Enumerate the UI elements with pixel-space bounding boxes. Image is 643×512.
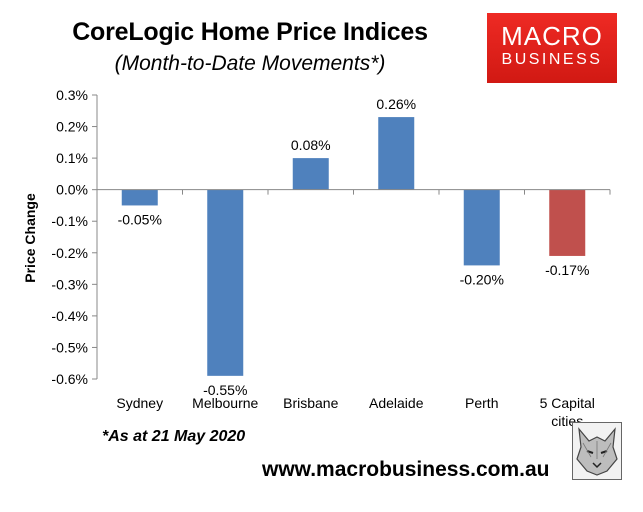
data-label: -0.17%: [545, 262, 589, 278]
y-tick-label: -0.5%: [51, 339, 88, 355]
bar-melbourne: [207, 189, 244, 376]
chart-title: CoreLogic Home Price Indices: [72, 18, 428, 46]
bar-chart: 0.3% 0.2% 0.1% 0.0% -0.1% -0.2% -0.3% -0.4% -0.5…: [22, 87, 611, 429]
wolf-mascot-icon: [572, 422, 622, 480]
bar-adelaide: [378, 117, 415, 190]
macrobusiness-logo: MACRO BUSINESS: [487, 13, 617, 83]
category-label: Brisbane: [283, 395, 338, 411]
category-labels: Sydney Melbourne Brisbane Adelaide Perth 5 Ca…: [116, 395, 594, 429]
data-label: -0.55%: [203, 382, 247, 398]
y-tick-label: -0.1%: [51, 213, 88, 229]
y-tick-label: 0.1%: [56, 150, 88, 166]
y-axis-ticks: 0.3% 0.2% 0.1% 0.0% -0.1% -0.2% -0.3% -0.4% -0.5…: [51, 87, 611, 387]
category-label: Adelaide: [369, 395, 424, 411]
logo-line-2: BUSINESS: [501, 51, 603, 68]
bars: [121, 117, 586, 376]
chart-subtitle: (Month-to-Date Movements*): [114, 52, 386, 75]
category-label: Melbourne: [192, 395, 258, 411]
y-tick-label: 0.0%: [56, 182, 88, 198]
data-label: -0.05%: [118, 211, 162, 227]
y-tick-label: -0.6%: [51, 371, 88, 387]
data-labels: -0.05% -0.55% 0.08% 0.26% -0.20% -0.17%: [118, 96, 590, 398]
y-tick-label: -0.3%: [51, 276, 88, 292]
data-label: -0.20%: [460, 271, 504, 287]
bar-perth: [463, 189, 500, 266]
data-label: 0.08%: [291, 137, 331, 153]
category-label: Sydney: [116, 395, 163, 411]
y-axis-title: Price Change: [22, 193, 38, 283]
bar-sydney: [121, 189, 158, 206]
footnote: *As at 21 May 2020: [102, 428, 246, 445]
logo-line-1: MACRO: [501, 21, 603, 51]
bar-5-capital-cities: [549, 189, 586, 256]
y-tick-label: -0.4%: [51, 308, 88, 324]
y-tick-label: 0.3%: [56, 87, 88, 103]
bar-brisbane: [292, 158, 329, 190]
y-tick-label: 0.2%: [56, 119, 88, 135]
data-label: 0.26%: [376, 96, 416, 112]
category-label: 5 Capital: [540, 395, 595, 411]
website-link[interactable]: www.macrobusiness.com.au: [262, 458, 550, 481]
category-label: Perth: [465, 395, 498, 411]
y-tick-label: -0.2%: [51, 245, 88, 261]
